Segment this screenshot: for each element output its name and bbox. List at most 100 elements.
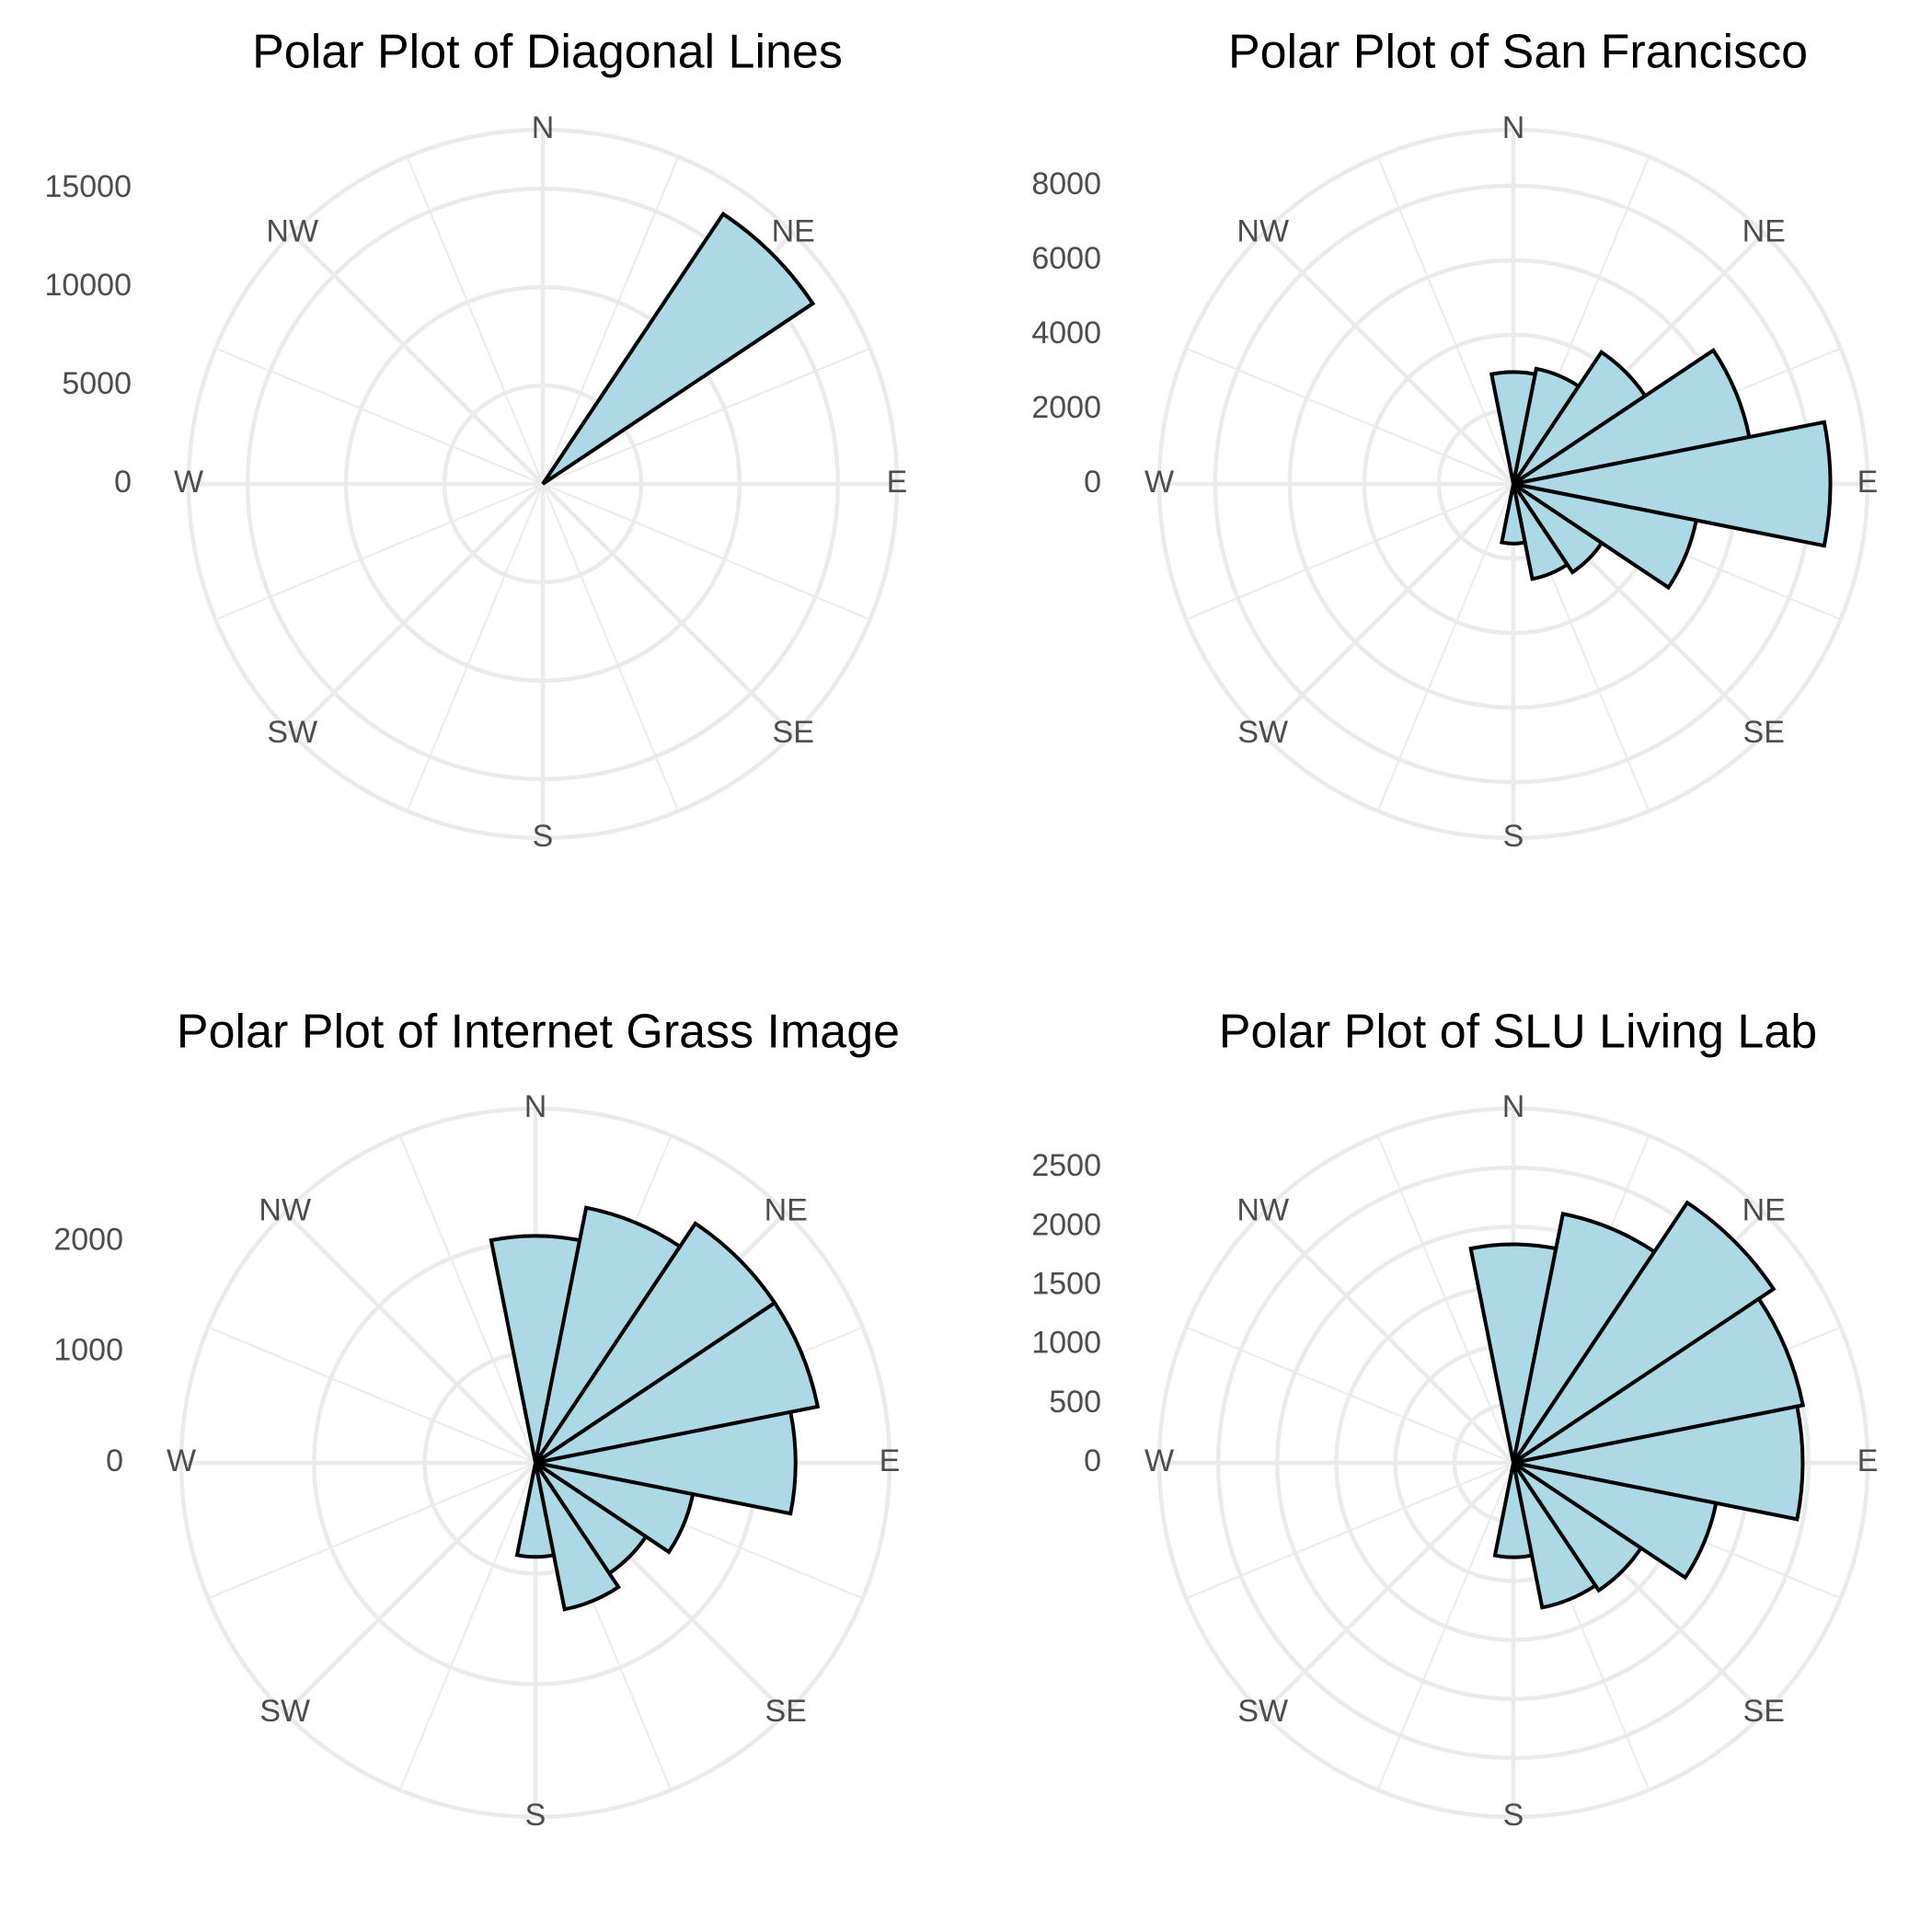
grid-spoke [291,482,545,736]
polar-bar-67.5 [534,1300,821,1465]
grid-spoke [207,1462,536,1600]
direction-label-sw: SW [259,1694,310,1729]
chart-title: Polar Plot of San Francisco [1228,26,1808,79]
polar-bar-135 [1512,1461,1644,1593]
polar-bar-90 [1512,1404,1805,1522]
polar-bar-45 [534,1221,777,1465]
grid-spoke [1261,1211,1515,1465]
radial-tick-label: 5000 [62,366,132,401]
grid-spoke [1376,155,1514,485]
grid-spoke [1185,1462,1514,1600]
polar-panel-internet-grass-image: Polar Plot of Internet Grass Image 0 1000 2… [53,1006,900,1833]
grid-spoke [1261,482,1515,736]
polar-bar-157.5 [1512,1461,1598,1610]
direction-label-se: SE [765,1694,807,1729]
direction-label-sw: SW [1237,715,1288,750]
grid-spoke [1376,1134,1514,1464]
radial-tick-label: 0 [106,1443,123,1478]
grid-spoke [1261,1461,1515,1715]
grid-spoke [291,232,545,486]
direction-label-w: W [1144,465,1174,500]
direction-label-sw: SW [267,715,317,750]
grid-spoke [214,483,544,621]
radial-tick-label: 2000 [1031,390,1101,425]
chart-title: Polar Plot of Diagonal Lines [252,26,843,79]
radial-tick-label: 1000 [1031,1326,1101,1361]
polar-bar-45 [1512,1200,1777,1465]
polar-bar-180 [1492,1462,1535,1559]
direction-label-n: N [1502,110,1525,145]
direction-label-s: S [1503,1798,1524,1833]
polar-bar-112.5 [1512,1461,1719,1581]
direction-label-e: E [1857,465,1879,500]
radial-tick-label: 1000 [53,1333,123,1368]
polar-bar-112.5 [534,1461,696,1555]
polar-bar-112.5 [1512,482,1699,591]
direction-label-w: W [167,1443,196,1478]
grid-spoke [214,347,544,485]
radial-tick-label: 4000 [1031,316,1101,351]
grid-spoke [1185,483,1514,621]
grid-spoke [398,1134,536,1464]
grid-spoke [1376,483,1514,812]
direction-label-nw: NW [266,214,318,249]
grid-spoke [1261,232,1515,486]
radial-tick-label: 6000 [1031,241,1101,276]
direction-label-s: S [1503,819,1524,854]
grid-spoke [1185,1326,1514,1464]
polar-bar-45 [541,211,816,486]
grid-spoke [283,1461,537,1715]
direction-label-e: E [880,1443,901,1478]
polar-panel-diagonal-lines: Polar Plot of Diagonal Lines 0 5000 10000 15… [44,26,907,854]
radial-tick-label: 0 [1084,1443,1101,1478]
direction-label-ne: NE [1742,1193,1786,1228]
direction-label-w: W [1144,1443,1174,1478]
polar-bar-90 [535,1409,798,1516]
radial-tick-label: 2000 [53,1222,123,1257]
radial-tick-label: 2000 [1031,1207,1101,1242]
radial-tick-label: 0 [114,465,132,500]
grid-spoke [542,155,680,485]
polar-bar-67.5 [1512,1295,1806,1465]
direction-label-ne: NE [772,214,815,249]
radial-tick-label: 15000 [44,169,132,204]
grid-spoke [1185,347,1514,485]
polar-panel-san-francisco: Polar Plot of San Francisco 0 2000 4000 6000… [1031,26,1878,854]
polar-bar-180 [1499,483,1528,546]
radial-tick-label: 1500 [1031,1266,1101,1301]
chart-title: Polar Plot of SLU Living Lab [1219,1006,1817,1059]
direction-label-nw: NW [1236,214,1289,249]
grid-spoke [406,483,544,812]
direction-label-se: SE [1743,1694,1785,1729]
grid-spoke [542,483,871,621]
grid-spoke [207,1326,536,1464]
grid-spoke [283,1211,537,1465]
radial-tick-label: 2500 [1031,1148,1101,1183]
direction-label-n: N [524,1089,547,1124]
direction-label-e: E [1857,1443,1879,1478]
direction-label-se: SE [773,715,814,750]
direction-label-ne: NE [765,1193,808,1228]
polar-panel-slu-living-lab: Polar Plot of SLU Living Lab 0 500 1000 1500… [1031,1006,1878,1833]
grid-spoke [541,482,795,736]
direction-label-sw: SW [1237,1694,1288,1729]
radial-tick-label: 500 [1049,1385,1101,1420]
direction-label-s: S [525,1798,546,1833]
grid-spoke [406,155,544,485]
direction-label-nw: NW [1236,1193,1289,1228]
direction-label-n: N [532,110,555,145]
direction-label-nw: NW [259,1193,311,1228]
grid-spoke [542,483,680,812]
direction-label-s: S [533,819,554,854]
polar-bar-180 [514,1462,557,1559]
polar-bar-157.5 [1512,482,1570,581]
radial-tick-label: 10000 [44,268,132,303]
direction-label-n: N [1502,1089,1525,1124]
direction-label-se: SE [1743,715,1785,750]
direction-label-e: E [887,465,908,500]
direction-label-w: W [174,465,203,500]
chart-title: Polar Plot of Internet Grass Image [177,1006,900,1059]
polar-bar-90 [1512,420,1833,548]
radial-tick-label: 0 [1084,465,1101,500]
